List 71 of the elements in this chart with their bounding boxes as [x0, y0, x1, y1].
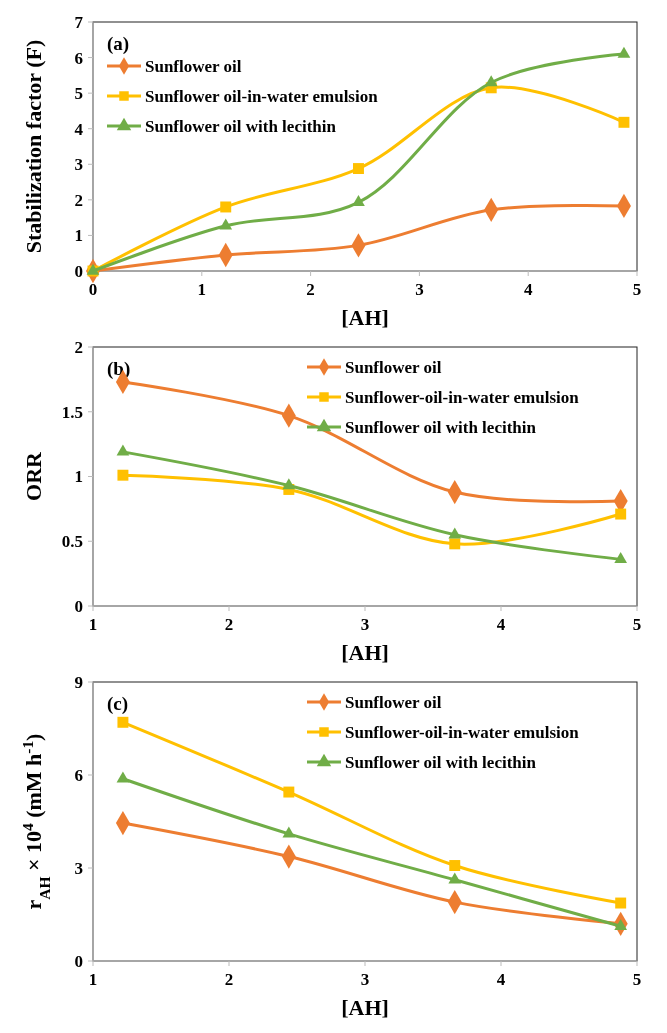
point — [116, 771, 130, 783]
point — [615, 897, 627, 909]
x-axis-title: [AH] — [341, 995, 389, 1020]
y-tick-label: 5 — [74, 84, 83, 104]
legend-label: Sunflower oil with lecithin — [145, 116, 337, 136]
legend-label: Sunflower-oil-in-water emulsion — [345, 722, 580, 742]
x-tick-label: 1 — [88, 970, 98, 989]
annotation: (a) — [107, 33, 130, 55]
x-tick-label: 4 — [496, 970, 506, 989]
point — [449, 538, 461, 550]
annotation: (c) — [107, 693, 129, 715]
y-tick-label: 0 — [74, 596, 83, 616]
y-tick-label: 7 — [74, 12, 84, 32]
x-tick-label: 1 — [197, 280, 207, 299]
y-tick-label: 6 — [74, 48, 83, 68]
point — [449, 860, 461, 871]
point — [220, 201, 232, 213]
point — [448, 872, 462, 884]
point — [484, 75, 498, 87]
x-tick-label: 5 — [632, 615, 642, 634]
x-tick-label: 4 — [496, 615, 506, 634]
y-tick-label: 3 — [74, 858, 83, 878]
point — [219, 218, 233, 230]
legend-label: Sunflower oil with lecithin — [345, 417, 537, 437]
x-tick-label: 5 — [632, 970, 642, 989]
y-tick-label: 6 — [74, 765, 83, 785]
y-axis-title: Stabilization factor (F) — [21, 39, 46, 254]
point — [617, 46, 631, 58]
point — [117, 716, 129, 728]
x-tick-label: 2 — [224, 615, 234, 634]
y-axis-title: ORR — [21, 450, 46, 501]
point — [117, 469, 129, 481]
y-tick-label: 2 — [74, 190, 83, 210]
y-tick-label: 0 — [74, 261, 83, 281]
x-tick-label: 3 — [360, 970, 370, 989]
x-tick-label: 0 — [88, 280, 98, 299]
y-tick-label: 0.5 — [61, 532, 83, 552]
y-tick-label: 1 — [74, 467, 83, 487]
point — [352, 163, 364, 175]
y-tick-label: 1 — [74, 226, 83, 246]
y-tick-label: 2 — [74, 337, 83, 357]
legend-label: Sunflower oil — [345, 692, 442, 712]
x-tick-label: 5 — [632, 280, 642, 299]
legend-label: Sunflower oil-in-water emulsion — [145, 86, 379, 106]
point — [614, 918, 628, 930]
y-tick-label: 4 — [74, 119, 84, 139]
point — [282, 478, 296, 490]
x-axis-title: [AH] — [341, 640, 389, 665]
point — [448, 527, 462, 539]
legend-label: Sunflower oil — [345, 357, 442, 377]
x-tick-label: 2 — [224, 970, 234, 989]
point — [615, 508, 627, 520]
y-tick-label: 1.5 — [61, 402, 83, 422]
point — [282, 826, 296, 838]
point — [618, 116, 630, 128]
point — [283, 786, 295, 798]
x-tick-label: 2 — [306, 280, 315, 299]
x-tick-label: 1 — [88, 615, 98, 634]
y-tick-label: 3 — [74, 155, 83, 175]
x-tick-label: 3 — [360, 615, 370, 634]
x-tick-label: 3 — [415, 280, 424, 299]
point — [614, 552, 628, 564]
point — [116, 444, 130, 456]
annotation: (b) — [107, 358, 131, 380]
legend-label: Sunflower-oil-in-water emulsion — [345, 387, 580, 407]
x-axis-title: [AH] — [341, 305, 389, 330]
legend-label: Sunflower oil — [145, 56, 242, 76]
x-tick-label: 4 — [523, 280, 533, 299]
y-tick-label: 9 — [74, 672, 83, 692]
legend-label: Sunflower oil with lecithin — [345, 752, 537, 772]
y-tick-label: 0 — [74, 951, 83, 971]
